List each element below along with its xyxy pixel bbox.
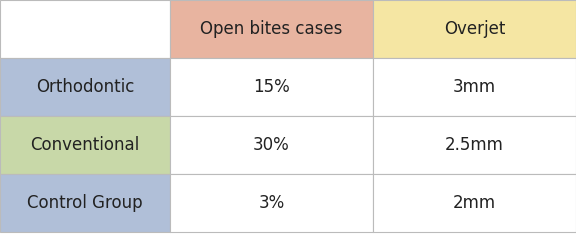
Bar — [170, 58, 373, 116]
Bar — [170, 174, 373, 232]
Text: Orthodontic: Orthodontic — [36, 78, 134, 96]
Text: Open bites cases: Open bites cases — [200, 20, 343, 38]
Text: 3%: 3% — [259, 194, 285, 212]
Bar — [170, 0, 373, 58]
Text: 3mm: 3mm — [453, 78, 496, 96]
Text: 30%: 30% — [253, 136, 290, 154]
Bar — [170, 116, 373, 174]
Text: 2mm: 2mm — [453, 194, 496, 212]
Text: Conventional: Conventional — [31, 136, 139, 154]
Text: Overjet: Overjet — [444, 20, 505, 38]
Text: 2.5mm: 2.5mm — [445, 136, 504, 154]
Bar — [373, 0, 576, 58]
Bar — [373, 116, 576, 174]
Bar — [0, 116, 170, 174]
Bar — [0, 174, 170, 232]
Bar — [0, 0, 170, 58]
Bar — [373, 174, 576, 232]
Text: Control Group: Control Group — [27, 194, 143, 212]
Bar — [373, 58, 576, 116]
Bar — [0, 58, 170, 116]
Text: 15%: 15% — [253, 78, 290, 96]
